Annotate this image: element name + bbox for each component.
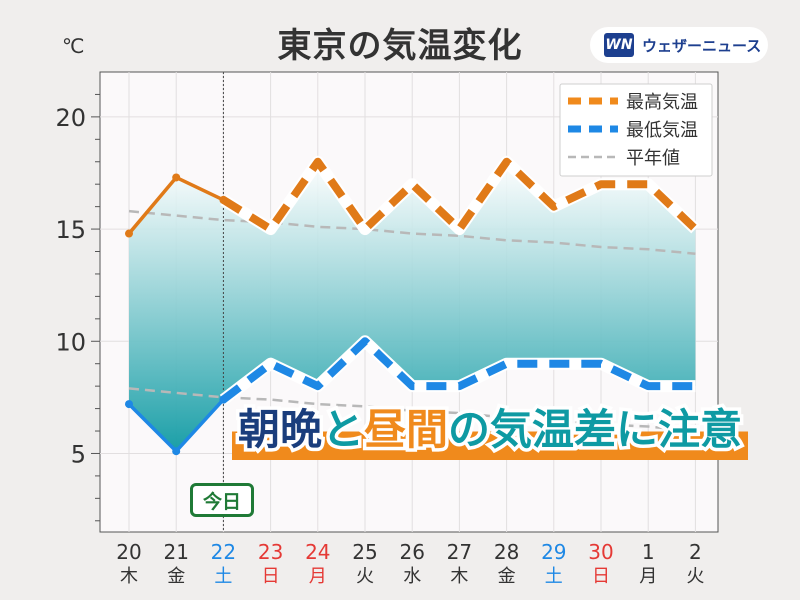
y-tick-label: 10 [55,328,86,356]
series-max-point [172,173,181,182]
series-min-point [219,395,228,404]
x-tick-label: 2 [689,540,702,564]
x-tick-label: 30 [588,540,613,564]
series-min-point [125,400,133,409]
x-tick-label: 24 [305,540,330,564]
series-normal-high-line [128,209,696,256]
y-tick-label: 5 [71,440,86,468]
legend-box [559,83,713,177]
series-min-point [172,447,181,456]
legend-label-min: 最低気温 [626,120,698,141]
x-weekday-label: 日 [262,566,280,587]
x-weekday-label: 土 [214,566,232,587]
series-max-forecast-line [221,157,699,234]
series-min-forecast-line [220,337,696,403]
y-tick-label: 15 [55,216,86,244]
x-weekday-label: 金 [167,566,185,587]
x-tick-label: 22 [211,540,236,564]
brand-badge: WN ウェザーニュース [590,27,768,63]
x-weekday-label: 金 [498,566,516,587]
today-badge: 今日 [190,483,254,517]
headline-part-1: 朝晩 [234,401,325,457]
headline-part-2: と [319,401,368,457]
y-tick-label: 20 [55,104,86,132]
x-weekday-label: 火 [686,566,704,587]
x-weekday-label: 月 [639,566,657,587]
x-weekday-label: 水 [403,566,421,587]
x-weekday-label: 木 [120,566,138,587]
headline-part-3: 昼間 [361,401,452,457]
brand-name: ウェザーニュース [642,36,762,55]
x-weekday-label: 土 [545,566,563,587]
x-tick-label: 27 [447,540,472,564]
headline-part-4: の気温差に注意 [445,401,746,457]
x-tick-label: 1 [642,540,655,564]
brand-logo-icon: WN [604,33,634,57]
x-tick-label: 23 [258,540,283,564]
headline-banner: 朝晩 と 昼間 の気温差に注意 [232,392,749,460]
x-tick-label: 28 [494,540,519,564]
x-tick-label: 20 [116,540,141,564]
x-weekday-label: 日 [592,566,610,587]
legend-label-max: 最高気温 [626,92,698,113]
series-max-point [125,229,133,238]
legend-label-normal: 平年値 [626,148,680,169]
x-weekday-label: 火 [356,566,374,587]
x-tick-label: 26 [399,540,424,564]
y-axis-unit: ℃ [62,34,85,58]
series-max-point [219,195,228,204]
x-tick-label: 21 [163,540,188,564]
x-weekday-label: 木 [450,566,468,587]
x-tick-label: 29 [541,540,566,564]
x-tick-label: 25 [352,540,377,564]
x-weekday-label: 月 [309,566,327,587]
chart-title: 東京の気温変化 [277,26,523,66]
